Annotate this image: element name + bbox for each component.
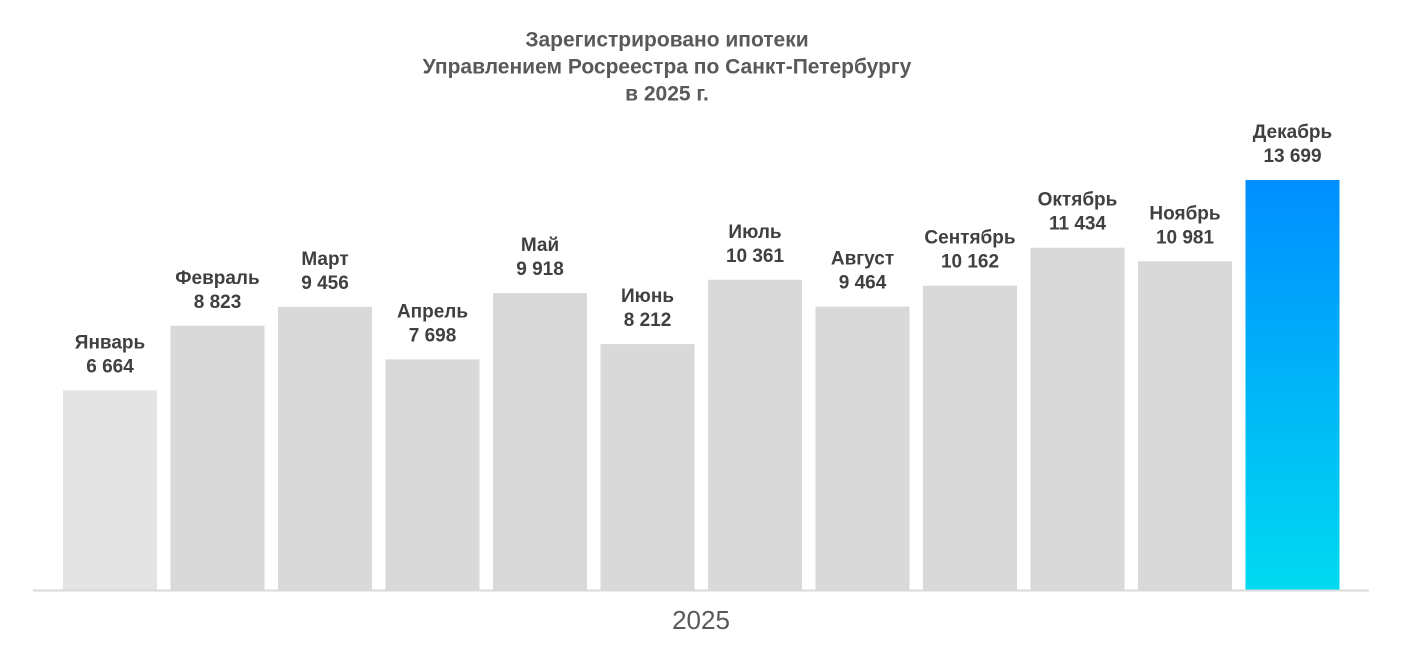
category-label: Декабрь bbox=[1253, 122, 1332, 143]
bar bbox=[278, 306, 372, 590]
value-label: 11 434 bbox=[1049, 214, 1106, 235]
category-label: Апрель bbox=[397, 301, 468, 322]
value-label: 8 212 bbox=[624, 310, 672, 331]
category-label: Сентябрь bbox=[924, 228, 1015, 249]
category-label: Январь bbox=[75, 332, 145, 353]
value-label: 13 699 bbox=[1263, 146, 1321, 167]
category-label: Октябрь bbox=[1038, 190, 1118, 211]
value-label: 9 456 bbox=[301, 273, 349, 294]
category-label: Июнь bbox=[621, 286, 674, 307]
category-label: Май bbox=[521, 235, 559, 256]
bar bbox=[1138, 261, 1232, 590]
value-label: 10 981 bbox=[1156, 227, 1215, 248]
bar bbox=[708, 279, 802, 590]
value-label: 6 664 bbox=[86, 356, 134, 377]
category-label: Февраль bbox=[175, 268, 259, 289]
bar bbox=[385, 359, 480, 590]
value-label: 9 918 bbox=[516, 259, 564, 280]
category-label: Март bbox=[301, 249, 348, 270]
value-label: 7 698 bbox=[409, 325, 457, 346]
bar bbox=[1245, 179, 1340, 590]
bar bbox=[815, 306, 910, 590]
bar bbox=[600, 344, 695, 590]
bar bbox=[170, 325, 265, 590]
bar bbox=[1030, 247, 1125, 590]
value-label: 8 823 bbox=[194, 292, 242, 313]
category-label: Ноябрь bbox=[1149, 203, 1220, 224]
bar bbox=[923, 285, 1017, 590]
bar bbox=[493, 293, 587, 590]
chart-title: Зарегистрировано ипотеки bbox=[525, 29, 808, 52]
chart-title: Управлением Росреестра по Санкт-Петербур… bbox=[423, 56, 912, 79]
value-label: 10 361 bbox=[726, 246, 785, 267]
bar bbox=[63, 390, 157, 590]
category-label: Июль bbox=[728, 222, 781, 243]
value-label: 9 464 bbox=[839, 273, 887, 294]
x-axis-label: 2025 bbox=[672, 605, 730, 635]
chart-title: в 2025 г. bbox=[625, 83, 709, 106]
value-label: 10 162 bbox=[941, 252, 999, 273]
category-label: Август bbox=[831, 249, 894, 270]
